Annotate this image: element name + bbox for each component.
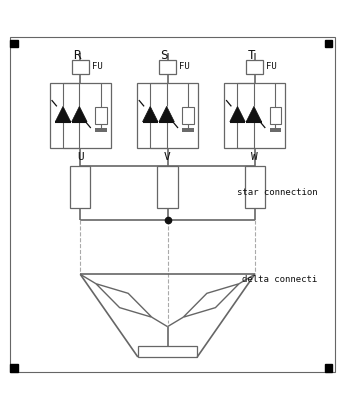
Bar <box>70 166 90 208</box>
Polygon shape <box>96 284 152 317</box>
Bar <box>137 83 198 148</box>
Bar <box>224 83 285 148</box>
Bar <box>157 166 178 208</box>
Text: FU: FU <box>179 62 190 71</box>
Bar <box>72 60 89 74</box>
Bar <box>246 60 263 74</box>
Bar <box>159 60 176 74</box>
Text: T: T <box>247 49 255 62</box>
Text: FU: FU <box>92 62 103 71</box>
Text: R: R <box>73 49 81 62</box>
Text: delta connecti: delta connecti <box>242 275 318 284</box>
Bar <box>325 40 332 47</box>
Bar <box>269 107 281 124</box>
Polygon shape <box>183 284 239 317</box>
Polygon shape <box>159 106 174 122</box>
Bar <box>245 166 265 208</box>
Bar <box>138 346 197 357</box>
Text: U: U <box>77 152 84 162</box>
Bar <box>325 364 332 372</box>
Polygon shape <box>142 106 158 122</box>
Bar <box>10 364 18 372</box>
Text: S: S <box>160 49 168 62</box>
Text: W: W <box>251 152 258 162</box>
Polygon shape <box>72 106 87 122</box>
Bar <box>95 107 107 124</box>
Text: FU: FU <box>266 62 277 71</box>
Bar <box>50 83 111 148</box>
Polygon shape <box>230 106 245 122</box>
Bar <box>182 107 194 124</box>
Polygon shape <box>55 106 70 122</box>
Text: V: V <box>164 152 171 162</box>
Polygon shape <box>246 106 262 122</box>
Text: star connection: star connection <box>237 188 318 197</box>
Bar <box>10 40 18 47</box>
